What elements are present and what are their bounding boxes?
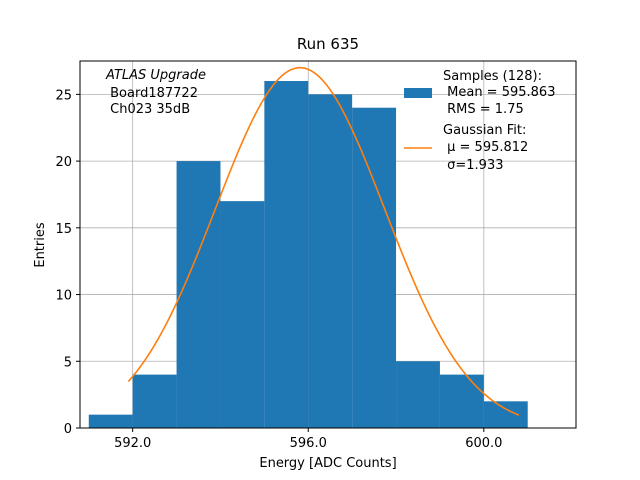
histogram-bar xyxy=(220,201,265,428)
histogram-bar xyxy=(88,414,133,428)
histogram-bar xyxy=(396,361,440,428)
histogram-bar xyxy=(308,94,353,428)
x-tick-label: 596.0 xyxy=(290,436,327,451)
histogram-bar xyxy=(352,107,397,428)
x-axis-label: Energy [ADC Counts] xyxy=(259,456,396,471)
x-tick-label: 592.0 xyxy=(114,436,151,451)
axis-ticks: 592.0 596.0 600.0 0 5 10 15 20 25 xyxy=(55,88,502,451)
y-tick-label: 5 xyxy=(64,355,72,370)
legend-samples-line-3: RMS = 1.75 xyxy=(443,102,524,117)
histogram-bar xyxy=(439,374,484,428)
y-tick-label: 0 xyxy=(64,422,72,437)
histogram-bars xyxy=(88,81,528,428)
legend-samples-line-1: Samples (128): xyxy=(443,69,542,84)
legend-samples-swatch xyxy=(404,88,432,98)
histogram-bar xyxy=(132,374,177,428)
x-tick-label: 600.0 xyxy=(465,436,502,451)
gaussian-fit-curve xyxy=(127,66,520,416)
y-tick-label: 15 xyxy=(55,222,72,237)
histogram-bar xyxy=(264,81,309,428)
y-axis-label: Entries xyxy=(33,222,48,268)
histogram-bar xyxy=(483,401,528,428)
legend-fit-line-3: σ=1.933 xyxy=(443,158,503,173)
annotation-line-2: Board187722 xyxy=(106,86,198,101)
svg-text:ATLAS Upgrade: ATLAS Upgrade xyxy=(105,68,206,83)
gaussian-fit-curve-group xyxy=(127,66,520,416)
atlas-annotation: ATLAS Upgrade Board187722 Ch023 35dB xyxy=(105,68,206,117)
y-tick-label: 20 xyxy=(55,155,72,170)
legend: Samples (128): Mean = 595.863 RMS = 1.75… xyxy=(404,69,555,173)
annotation-line-3: Ch023 35dB xyxy=(106,102,190,117)
legend-fit-line-2: μ = 595.812 xyxy=(443,140,528,155)
histogram-bar xyxy=(176,161,221,428)
legend-fit-line-1: Gaussian Fit: xyxy=(443,123,526,138)
y-tick-label: 25 xyxy=(55,88,72,103)
chart-title: Run 635 xyxy=(297,35,359,53)
axes-frame xyxy=(79,60,577,429)
y-tick-label: 10 xyxy=(55,289,72,304)
legend-samples-line-2: Mean = 595.863 xyxy=(443,85,555,100)
annotation-line-1: ATLAS Upgrade xyxy=(105,68,206,83)
